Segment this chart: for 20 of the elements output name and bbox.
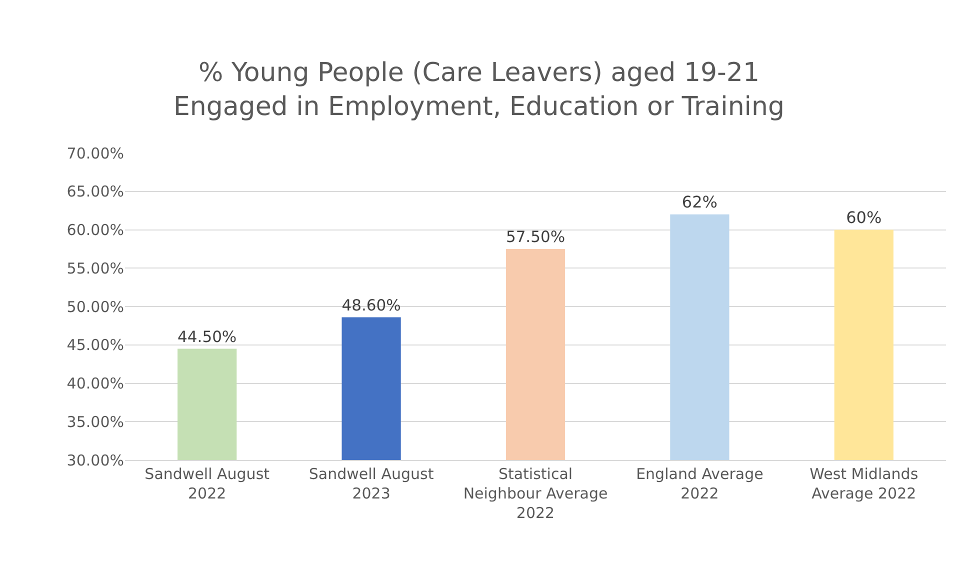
y-tick-label: 65.00% — [66, 182, 124, 201]
y-tick-label: 55.00% — [66, 259, 124, 278]
y-tick-label: 35.00% — [66, 412, 124, 431]
chart-title: % Young People (Care Leavers) aged 19-21 Engaged in Employment, Education or Training — [173, 58, 785, 122]
y-tick-label: 30.00% — [66, 451, 124, 470]
y-tick-label: 40.00% — [66, 374, 124, 392]
x-tick-label: Statistical Neighbour Average 2022 — [463, 465, 608, 522]
x-tick-label: Sandwell August 2023 — [308, 465, 434, 502]
y-tick-label: 60.00% — [66, 221, 124, 239]
y-tick-label: 45.00% — [66, 336, 124, 354]
data-label: 48.60% — [342, 296, 401, 314]
data-label: 57.50% — [506, 228, 566, 246]
data-label: 44.50% — [178, 328, 237, 346]
data-label: 62% — [682, 192, 718, 212]
y-tick-label: 50.00% — [66, 298, 124, 316]
data-label: 60% — [846, 208, 882, 227]
x-tick-label: England Average 2022 — [636, 465, 764, 502]
x-tick-label: Sandwell August 2022 — [144, 465, 270, 502]
x-tick-label: West Midlands Average 2022 — [810, 465, 918, 502]
y-tick-label: 70.00% — [66, 144, 124, 162]
